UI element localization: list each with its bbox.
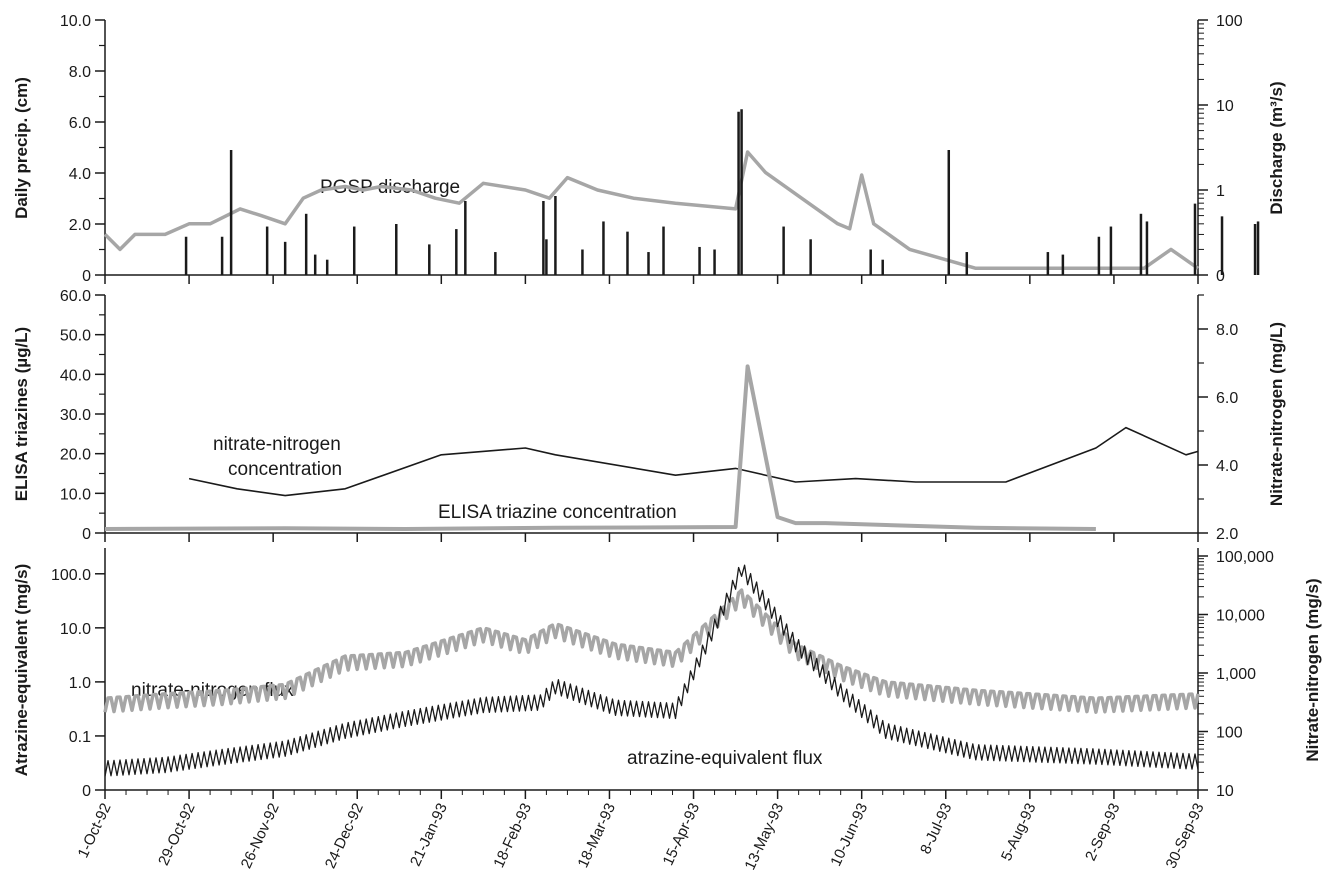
middle-left-tick-label: 40.0 bbox=[60, 367, 91, 384]
atrazine-flux-line bbox=[104, 564, 1199, 777]
top-right-tick-label: 100 bbox=[1216, 13, 1243, 30]
x-date-label: 30-Sep-93 bbox=[1163, 801, 1208, 872]
x-date-label: 10-Jun-93 bbox=[827, 801, 871, 869]
middle-panel bbox=[104, 295, 1199, 534]
bottom-left-tick-label: 1.0 bbox=[69, 675, 91, 692]
x-date-label: 8-Jul-93 bbox=[917, 801, 955, 857]
x-date-label: 5-Aug-93 bbox=[998, 801, 1039, 864]
middle-left-tick-label: 0 bbox=[82, 526, 91, 543]
top-left-tick-label: 8.0 bbox=[69, 64, 91, 81]
bottom-right-tick-label: 100 bbox=[1216, 725, 1243, 742]
nitrate-flux-line bbox=[103, 588, 1200, 714]
top-left-tick-label: 0 bbox=[82, 268, 91, 285]
bottom-left-tick-label: 100.0 bbox=[51, 567, 91, 584]
annotation-nitrate-concentration-line1: nitrate-nitrogen bbox=[213, 434, 341, 455]
middle-right-tick-label: 6.0 bbox=[1216, 390, 1238, 407]
middle-right-tick-label: 8.0 bbox=[1216, 322, 1238, 339]
middle-left-tick-label: 10.0 bbox=[60, 486, 91, 503]
bottom-right-tick-label: 1,000 bbox=[1216, 666, 1256, 683]
top-left-tick-label: 6.0 bbox=[69, 115, 91, 132]
middle-left-tick-label: 20.0 bbox=[60, 447, 91, 464]
x-date-label: 18-Feb-93 bbox=[490, 801, 535, 871]
x-date-label: 24-Dec-92 bbox=[322, 801, 367, 872]
top-left-tick-label: 2.0 bbox=[69, 217, 91, 234]
x-date-label: 18-Mar-93 bbox=[574, 801, 619, 871]
x-date-label: 29-Oct-92 bbox=[155, 801, 199, 869]
bottom-left-tick-label: 0.1 bbox=[69, 729, 91, 746]
top-right-tick-label: 1 bbox=[1216, 183, 1225, 200]
middle-right-tick-label: 2.0 bbox=[1216, 526, 1238, 543]
x-date-label: 15-Apr-93 bbox=[660, 801, 704, 869]
bottom-right-axis-title: Nitrate-nitrogen (mg/s) bbox=[1303, 578, 1322, 761]
discharge-line bbox=[103, 150, 1200, 271]
annotation-atrazine-flux: atrazine-equivalent flux bbox=[627, 748, 823, 769]
x-date-label: 1-Oct-92 bbox=[75, 801, 115, 861]
x-date-label: 21-Jan-93 bbox=[407, 801, 451, 869]
top-right-axis-title: Discharge (m³/s) bbox=[1267, 81, 1286, 214]
bottom-right-tick-label: 100,000 bbox=[1216, 549, 1274, 566]
nitrate-concentration-line bbox=[188, 426, 1199, 497]
middle-left-tick-label: 50.0 bbox=[60, 328, 91, 345]
middle-left-tick-label: 30.0 bbox=[60, 407, 91, 424]
top-panel bbox=[104, 20, 1199, 276]
annotation-nitrate-concentration-line2: concentration bbox=[228, 459, 342, 480]
annotation-elisa-concentration: ELISA triazine concentration bbox=[438, 502, 677, 523]
middle-right-axis-title: Nitrate-nitrogen (mg/L) bbox=[1267, 322, 1286, 506]
middle-left-tick-label: 60.0 bbox=[60, 288, 91, 305]
bottom-right-tick-label: 10,000 bbox=[1216, 608, 1265, 625]
x-date-label: 13-May-93 bbox=[742, 801, 788, 873]
bottom-left-axis-title: Atrazine-equivalent (mg/s) bbox=[12, 564, 31, 777]
top-left-axis-title: Daily precip. (cm) bbox=[12, 77, 31, 219]
bottom-right-tick-label: 10 bbox=[1216, 783, 1234, 800]
middle-left-axis-title: ELISA triazines (µg/L) bbox=[12, 327, 31, 501]
bottom-left-tick-label: 0 bbox=[82, 783, 91, 800]
x-date-label: 26-Nov-92 bbox=[238, 801, 283, 872]
top-right-tick-label: 10 bbox=[1216, 98, 1234, 115]
top-right-tick-label: 0 bbox=[1216, 268, 1225, 285]
middle-right-tick-label: 4.0 bbox=[1216, 458, 1238, 475]
bottom-left-tick-label: 10.0 bbox=[60, 621, 91, 638]
top-left-tick-label: 4.0 bbox=[69, 166, 91, 183]
elisa-triazine-line bbox=[104, 364, 1096, 531]
top-left-tick-label: 10.0 bbox=[60, 13, 91, 30]
x-date-label: 2-Sep-93 bbox=[1082, 801, 1123, 864]
